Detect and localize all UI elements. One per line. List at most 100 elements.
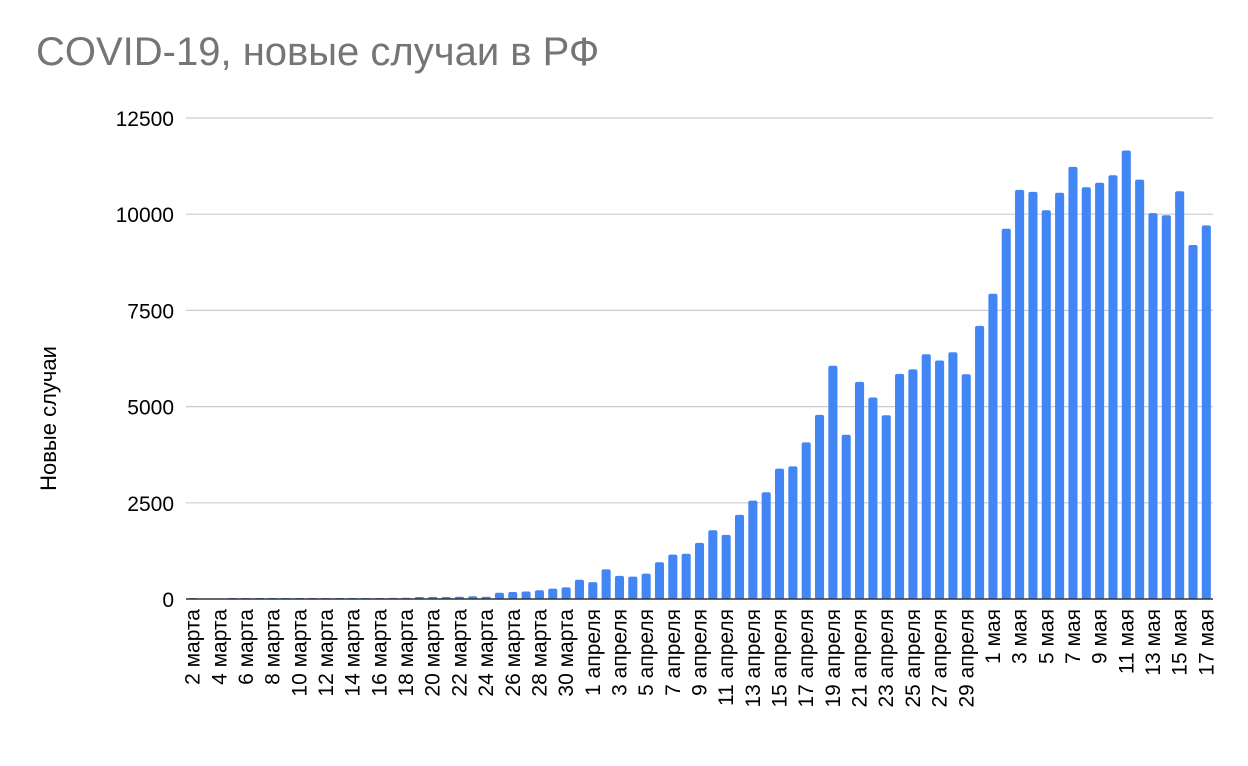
bar	[988, 293, 998, 599]
x-tick-label: 12 марта	[315, 609, 338, 697]
x-tick-label: 14 марта	[342, 609, 365, 697]
bar	[521, 591, 531, 599]
x-tick-label: 2 марта	[182, 609, 205, 685]
x-tick-label: 8 марта	[262, 609, 285, 685]
bar	[668, 554, 678, 599]
y-tick-label: 12500	[116, 108, 174, 131]
bar	[601, 569, 611, 599]
x-tick-label: 10 марта	[288, 609, 311, 697]
x-tick-label: 1 мая	[982, 609, 1005, 664]
y-axis-title: Новые случаи	[36, 346, 61, 491]
x-tick-label: 3 апреля	[608, 609, 631, 696]
x-tick-label: 7 апреля	[662, 609, 685, 696]
chart-title: COVID-19, новые случаи в РФ	[36, 30, 600, 74]
x-tick-label: 6 марта	[235, 609, 258, 685]
bar	[788, 466, 798, 599]
x-tick-label: 11 апреля	[715, 609, 738, 706]
x-tick-label: 5 мая	[1035, 609, 1058, 664]
bar	[1108, 175, 1118, 599]
x-tick-label: 19 апреля	[822, 609, 845, 708]
x-tick-label: 29 апреля	[955, 609, 978, 708]
bar	[1015, 189, 1025, 599]
bar	[681, 553, 691, 599]
bar	[1041, 210, 1051, 600]
bar	[761, 492, 771, 599]
bar	[1148, 213, 1158, 599]
x-tick-label: 15 мая	[1169, 609, 1192, 676]
bar	[588, 582, 598, 599]
x-tick-label: 3 мая	[1009, 609, 1032, 664]
bar	[694, 542, 705, 599]
x-tick-label: 30 марта	[555, 609, 578, 697]
bar	[748, 500, 758, 599]
x-tick-label: 28 марта	[528, 609, 551, 697]
bar	[841, 434, 851, 599]
x-tick-label: 9 мая	[1089, 609, 1112, 664]
x-tick-label: 9 апреля	[689, 609, 712, 696]
bar	[1028, 191, 1038, 599]
x-tick-label: 7 мая	[1062, 609, 1085, 664]
bars	[188, 150, 1211, 600]
bar	[948, 352, 958, 599]
bar	[574, 579, 584, 599]
bar	[708, 530, 718, 599]
x-tick-label: 18 марта	[395, 609, 418, 697]
bar	[721, 534, 731, 599]
bar	[855, 381, 865, 599]
x-tick-label: 11 мая	[1115, 609, 1138, 674]
bar	[774, 468, 785, 599]
bar	[508, 591, 518, 599]
bar	[828, 365, 838, 599]
bar	[1068, 166, 1078, 599]
bar	[921, 354, 931, 599]
bar	[881, 415, 891, 599]
y-tick-label: 10000	[116, 204, 174, 227]
y-tick-label: 2500	[127, 493, 174, 516]
x-tick-label: 25 апреля	[902, 609, 925, 708]
bar	[961, 374, 971, 599]
bar	[975, 325, 985, 599]
bar	[734, 514, 745, 599]
bar	[815, 414, 825, 599]
bar	[534, 590, 544, 599]
bar	[1081, 187, 1091, 599]
bar	[1121, 150, 1131, 600]
bar	[641, 573, 651, 599]
x-tick-label: 5 апреля	[635, 609, 658, 696]
y-axis-tick-labels: 0 2500 5000 7500 10000 12500	[116, 108, 174, 612]
bar	[614, 575, 625, 599]
x-tick-label: 21 апреля	[849, 609, 872, 708]
bar	[1175, 191, 1185, 599]
bar	[654, 562, 665, 599]
x-tick-label: 27 апреля	[929, 609, 952, 708]
x-axis-tick-labels: 2 марта 4 марта 6 марта 8 марта 10 марта 12 м…	[182, 609, 1219, 708]
x-tick-label: 13 мая	[1142, 609, 1165, 676]
x-tick-label: 17 апреля	[795, 609, 818, 708]
bar	[908, 369, 918, 599]
bar	[935, 360, 945, 599]
bar	[1055, 192, 1065, 599]
bar	[628, 576, 638, 599]
x-tick-label: 24 марта	[475, 609, 498, 697]
bar	[1135, 179, 1145, 599]
bar	[1161, 215, 1171, 599]
bar	[868, 397, 878, 599]
x-tick-label: 13 апреля	[742, 609, 765, 708]
y-tick-label: 7500	[127, 300, 174, 323]
bar	[494, 592, 504, 599]
x-tick-label: 16 марта	[368, 609, 391, 697]
x-tick-label: 22 марта	[448, 609, 471, 697]
x-tick-label: 20 марта	[422, 609, 445, 697]
x-tick-label: 23 апреля	[875, 609, 898, 708]
y-tick-label: 5000	[127, 397, 174, 420]
x-tick-label: 1 апреля	[582, 609, 605, 696]
x-tick-label: 26 марта	[502, 609, 525, 697]
x-tick-label: 15 апреля	[769, 609, 792, 708]
bar	[1001, 228, 1011, 599]
bar	[1095, 182, 1105, 599]
bar	[801, 442, 811, 599]
bar	[895, 373, 905, 599]
x-tick-label: 17 мая	[1195, 609, 1218, 676]
bar	[1201, 225, 1211, 599]
